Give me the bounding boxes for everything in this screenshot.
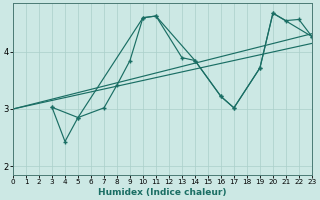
X-axis label: Humidex (Indice chaleur): Humidex (Indice chaleur) — [98, 188, 227, 197]
